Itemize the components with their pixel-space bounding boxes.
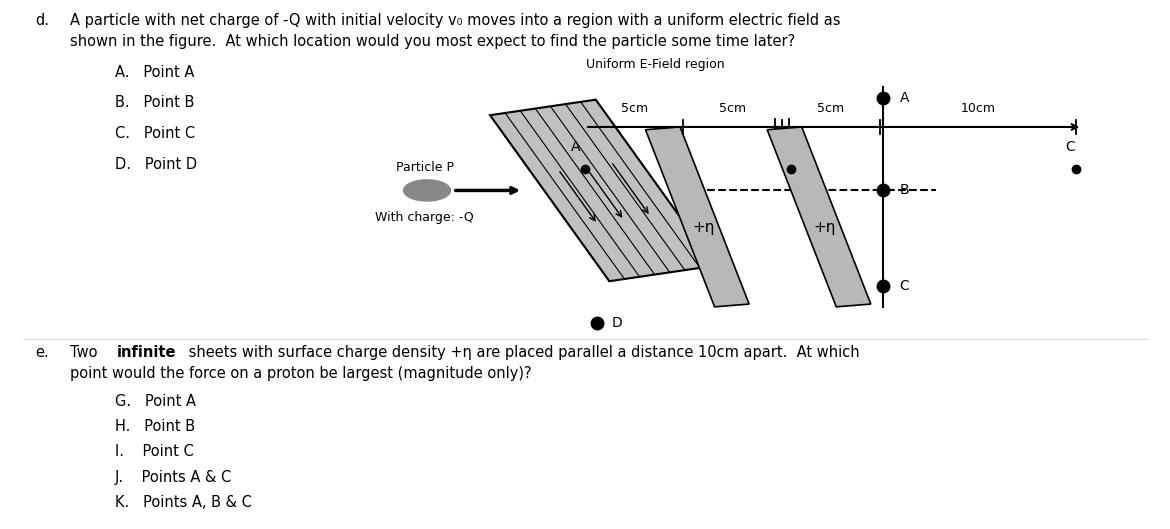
Text: Uniform E-Field region: Uniform E-Field region	[586, 58, 724, 71]
Text: J.    Points A & C: J. Points A & C	[115, 470, 232, 485]
Text: C: C	[900, 279, 909, 293]
Text: B: B	[900, 184, 909, 197]
Polygon shape	[490, 99, 715, 281]
Text: Particle P: Particle P	[395, 160, 454, 174]
Polygon shape	[768, 127, 870, 307]
Text: A.   Point A: A. Point A	[115, 65, 194, 79]
Text: Two: Two	[70, 345, 102, 360]
Text: B.   Point B: B. Point B	[115, 95, 194, 110]
Text: point would the force on a proton be largest (magnitude only)?: point would the force on a proton be lar…	[70, 366, 532, 381]
Text: I.    Point C: I. Point C	[115, 444, 193, 459]
Text: 5cm: 5cm	[817, 102, 845, 115]
Text: e.: e.	[35, 345, 49, 360]
Text: C.   Point C: C. Point C	[115, 126, 194, 141]
Text: A particle with net charge of -Q with initial velocity v₀ moves into a region wi: A particle with net charge of -Q with in…	[70, 13, 841, 28]
Circle shape	[404, 180, 450, 201]
Text: 5cm: 5cm	[620, 102, 648, 115]
Text: A: A	[900, 91, 909, 105]
Polygon shape	[646, 127, 749, 307]
Text: C: C	[1066, 141, 1075, 154]
Text: infinite: infinite	[117, 345, 177, 360]
Text: A: A	[571, 141, 580, 154]
Text: H.   Point B: H. Point B	[115, 419, 194, 434]
Text: +η: +η	[813, 220, 837, 235]
Text: d.: d.	[35, 13, 49, 28]
Text: shown in the figure.  At which location would you most expect to find the partic: shown in the figure. At which location w…	[70, 34, 796, 49]
Text: With charge: -Q: With charge: -Q	[376, 211, 474, 224]
Text: 5cm: 5cm	[718, 102, 746, 115]
Text: 10cm: 10cm	[961, 102, 996, 115]
Text: D: D	[612, 316, 622, 330]
Text: +η: +η	[691, 220, 715, 235]
Text: B: B	[777, 141, 786, 154]
Text: G.   Point A: G. Point A	[115, 394, 195, 408]
Text: sheets with surface charge density +η are placed parallel a distance 10cm apart.: sheets with surface charge density +η ar…	[184, 345, 859, 360]
Text: K.   Points A, B & C: K. Points A, B & C	[115, 495, 252, 510]
Text: D.   Point D: D. Point D	[115, 157, 197, 171]
